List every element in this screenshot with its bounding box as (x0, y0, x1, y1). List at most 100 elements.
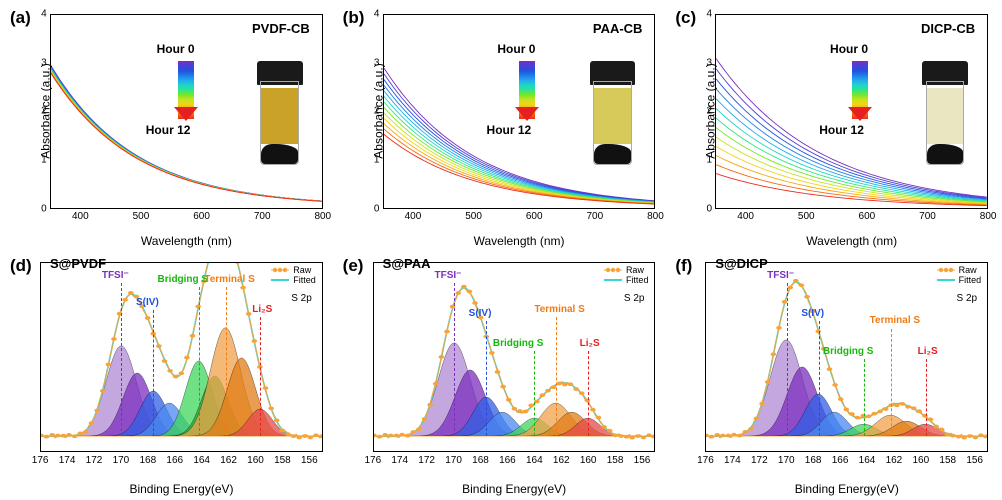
x-tick: 170 (778, 455, 795, 466)
peak-marker-line (819, 321, 820, 436)
x-tick: 174 (59, 455, 76, 466)
x-tick: 176 (32, 455, 49, 466)
x-axis-label: Binding Energy(eV) (129, 482, 233, 496)
rainbow-arrow-icon (852, 61, 868, 119)
panel-f: (f)RawFittedS 2pTFSI⁻S(IV)Bridging STerm… (669, 252, 998, 496)
panel-label: (d) (10, 256, 32, 276)
x-tick: 500 (798, 211, 815, 222)
x-tick: 400 (405, 211, 422, 222)
x-tick: 700 (919, 211, 936, 222)
hour12-label: Hour 12 (819, 123, 864, 137)
x-tick: 170 (113, 455, 130, 466)
x-axis-label: Wavelength (nm) (141, 234, 232, 248)
peak-marker-line (226, 287, 227, 436)
peak-marker-line (891, 329, 892, 436)
peak-label-terminals: Terminal S (204, 274, 254, 285)
x-tick: 164 (193, 455, 210, 466)
x-tick: 162 (220, 455, 237, 466)
x-tick: 700 (254, 211, 271, 222)
x-tick: 166 (499, 455, 516, 466)
panel-e: (e)RawFittedS 2pTFSI⁻S(IV)Bridging STerm… (337, 252, 666, 496)
panel-d: (d)RawFittedS 2pTFSI⁻S(IV)Bridging STerm… (4, 252, 333, 496)
peak-label-siv: S(IV) (136, 297, 159, 308)
peak-label-li2s: Li₂S (918, 346, 938, 357)
x-tick: 168 (139, 455, 156, 466)
peak-marker-line (260, 317, 261, 436)
peak-label-bridgings: Bridging S (493, 338, 544, 349)
peak-label-terminals: Terminal S (534, 304, 584, 315)
rainbow-arrow-icon (519, 61, 535, 119)
hour12-label: Hour 12 (146, 123, 191, 137)
xps-curves (41, 263, 322, 451)
peak-label-tfsi: TFSI⁻ (767, 270, 794, 281)
peak-marker-line (556, 317, 557, 436)
x-tick: 600 (193, 211, 210, 222)
peak-label-li2s: Li₂S (580, 338, 600, 349)
peak-marker-line (864, 359, 865, 436)
sample-title: S@PVDF (50, 256, 106, 271)
y-tick: 4 (699, 8, 712, 19)
peak-label-li2s: Li₂S (252, 304, 272, 315)
y-tick: 0 (699, 203, 712, 214)
x-tick: 800 (980, 211, 997, 222)
y-tick: 4 (366, 8, 379, 19)
x-tick: 166 (166, 455, 183, 466)
x-tick: 156 (634, 455, 651, 466)
x-tick: 158 (274, 455, 291, 466)
y-tick: 3 (34, 57, 47, 68)
peak-marker-line (926, 359, 927, 436)
x-tick: 156 (301, 455, 318, 466)
x-tick: 500 (465, 211, 482, 222)
peak-marker-line (121, 283, 122, 436)
x-axis-label: Wavelength (nm) (474, 234, 565, 248)
x-tick: 172 (751, 455, 768, 466)
x-tick: 158 (607, 455, 624, 466)
x-tick: 600 (526, 211, 543, 222)
xps-plot: RawFittedS 2pTFSI⁻S(IV)Bridging STermina… (40, 262, 323, 452)
uv-plot: PVDF-CBHour 0Hour 12 (50, 14, 323, 209)
inset-vial (251, 61, 308, 169)
peak-label-siv: S(IV) (801, 308, 824, 319)
x-tick: 172 (418, 455, 435, 466)
x-tick: 164 (859, 455, 876, 466)
inset-vial (917, 61, 974, 169)
x-tick: 162 (553, 455, 570, 466)
y-tick: 3 (699, 57, 712, 68)
x-tick: 168 (472, 455, 489, 466)
peak-label-terminals: Terminal S (870, 315, 920, 326)
x-tick: 166 (832, 455, 849, 466)
hour0-label: Hour 0 (497, 42, 535, 56)
x-tick: 160 (580, 455, 597, 466)
x-tick: 162 (886, 455, 903, 466)
x-tick: 174 (391, 455, 408, 466)
y-tick: 4 (34, 8, 47, 19)
xps-curves (706, 263, 987, 451)
peak-label-bridgings: Bridging S (158, 274, 209, 285)
y-tick: 2 (699, 106, 712, 117)
x-axis-label: Wavelength (nm) (806, 234, 897, 248)
inset-vial (584, 61, 641, 169)
hour12-label: Hour 12 (487, 123, 532, 137)
peak-label-tfsi: TFSI⁻ (434, 270, 461, 281)
panel-label: (a) (10, 8, 31, 28)
x-tick: 174 (724, 455, 741, 466)
peak-marker-line (588, 351, 589, 436)
x-tick: 158 (939, 455, 956, 466)
sample-title: S@DICP (715, 256, 767, 271)
y-tick: 2 (34, 106, 47, 117)
xps-plot: RawFittedS 2pTFSI⁻S(IV)Bridging STermina… (705, 262, 988, 452)
xps-plot: RawFittedS 2pTFSI⁻S(IV)Bridging STermina… (373, 262, 656, 452)
panel-label: (b) (343, 8, 365, 28)
peak-marker-line (199, 287, 200, 436)
figure-grid: (a)PVDF-CBHour 0Hour 12Absorbance (a.u.)… (0, 0, 1002, 500)
panel-label: (f) (675, 256, 692, 276)
x-tick: 176 (697, 455, 714, 466)
y-tick: 1 (366, 155, 379, 166)
peak-label-bridgings: Bridging S (823, 346, 874, 357)
x-tick: 400 (737, 211, 754, 222)
y-tick: 0 (366, 203, 379, 214)
uv-plot: PAA-CBHour 0Hour 12 (383, 14, 656, 209)
y-tick: 2 (366, 106, 379, 117)
hour0-label: Hour 0 (830, 42, 868, 56)
panel-label: (c) (675, 8, 696, 28)
